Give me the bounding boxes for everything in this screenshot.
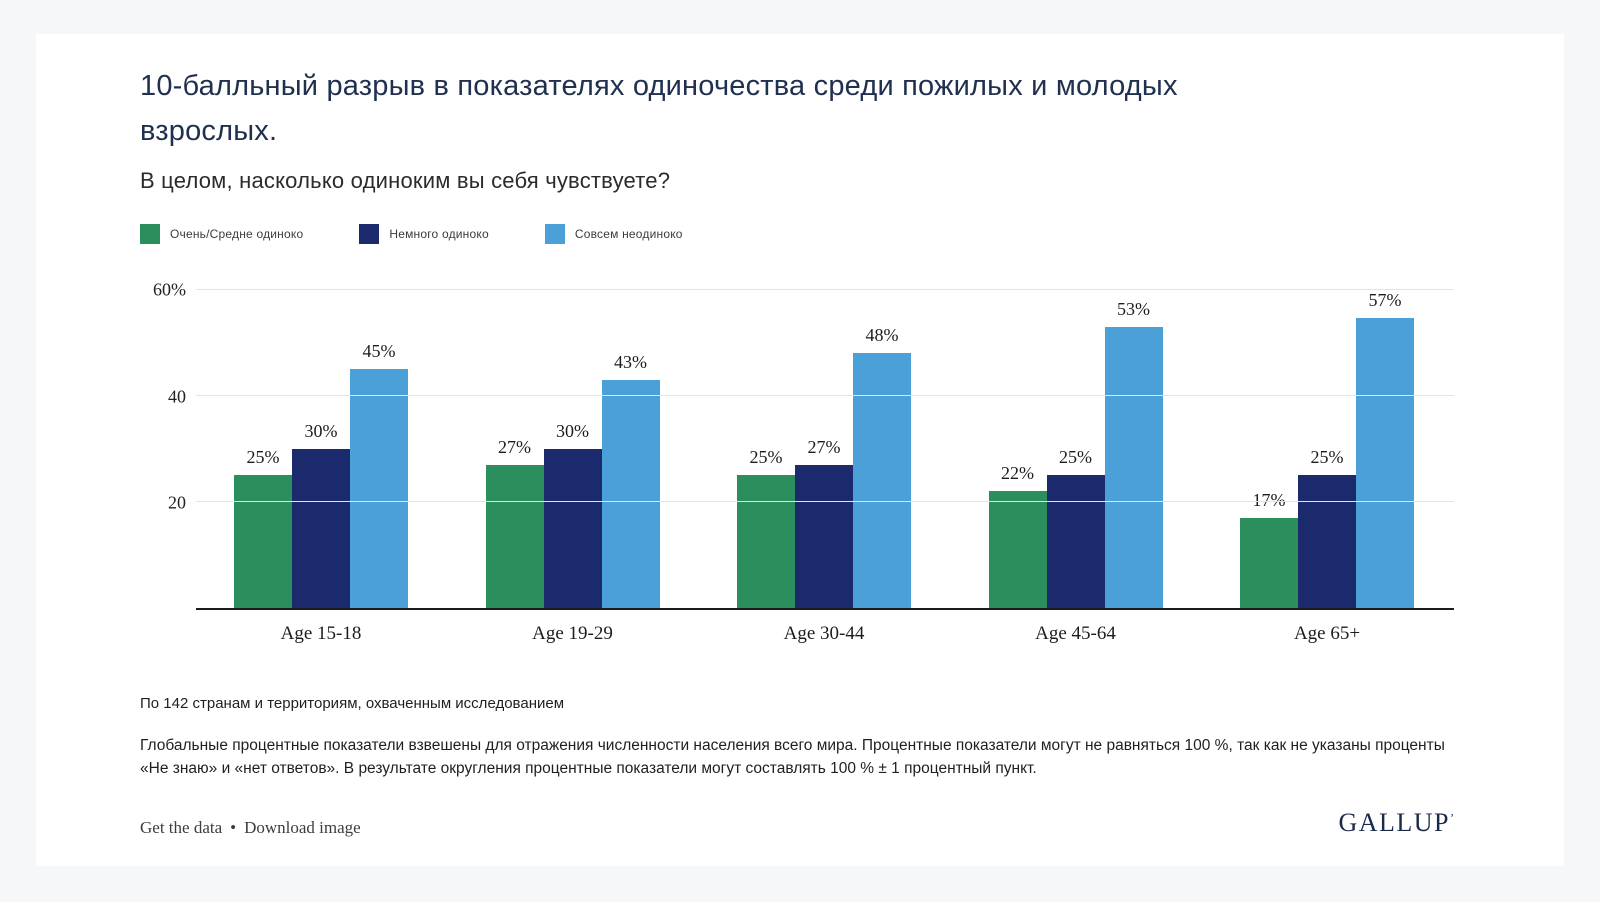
bar (485, 464, 544, 608)
gridline (196, 288, 1454, 290)
y-axis-tick-label: 40 (168, 386, 186, 407)
legend-label: Очень/Средне одиноко (170, 226, 304, 241)
chart-subtitle: В целом, насколько одиноким вы себя чувс… (140, 167, 671, 193)
x-axis-category-label: Age 30-44 (783, 622, 865, 644)
x-axis-category-label: Age 15-18 (280, 622, 362, 644)
bar-group: 27% 30% 43% (485, 290, 660, 608)
footnote-methodology: Глобальные процентные показатели взвешен… (140, 736, 1445, 778)
x-axis-category-label: Age 19-29 (532, 622, 613, 644)
gridline (196, 500, 1454, 502)
gallup-logo: GALLUP’ (1338, 808, 1454, 838)
get-the-data-link[interactable]: Get the data (140, 818, 223, 838)
gallup-wordmark: GALLUP (1338, 808, 1450, 838)
bar-value-label: 43% (614, 351, 647, 372)
bar-column: 25% (737, 290, 795, 608)
bar (601, 379, 660, 608)
bar-column: 22% (988, 290, 1047, 608)
bar-value-label: 22% (1001, 463, 1034, 484)
legend: Очень/Средне одиноко Немного одиноко Совсе… (140, 223, 1454, 244)
bar-groups: 25% 30% 45% 27% 30% 43% 25% 27% 48% 22% 25% 53% 17% 2… (196, 290, 1454, 608)
bar (853, 353, 911, 608)
bar-value-label: 30% (556, 420, 589, 441)
bar-column: 57% (1356, 290, 1414, 608)
bar-group: 22% 25% 53% (988, 290, 1163, 608)
footer-links: Get the data • Download image (140, 818, 361, 838)
x-axis-labels: Age 15-18 Age 19-29 Age 30-44 Age 45-64 Age … (196, 623, 1454, 645)
bar-column: 53% (1104, 290, 1163, 608)
legend-item: Совсем неодиноко (544, 223, 683, 244)
bar (234, 475, 292, 608)
download-image-link[interactable]: Download image (244, 818, 361, 838)
bar-column: 45% (350, 290, 408, 608)
bar-value-label: 25% (1059, 447, 1092, 468)
bar-group: 25% 27% 48% (737, 290, 911, 608)
bar-value-label: 17% (1252, 489, 1286, 510)
y-axis-tick-label: 20 (168, 492, 186, 513)
bar (350, 369, 408, 608)
bar-column: 25% (1046, 290, 1105, 608)
chart-card: 10-балльный разрыв в показателях одиноче… (36, 34, 1564, 866)
footer: Get the data • Download image GALLUP’ (140, 808, 1454, 838)
bar-value-label: 27% (498, 436, 531, 457)
bar (292, 448, 350, 608)
bar-value-label: 25% (246, 447, 280, 468)
legend-swatch (140, 223, 160, 244)
trademark-mark: ’ (1450, 810, 1454, 825)
x-axis-category-label: Age 45-64 (1035, 622, 1116, 644)
legend-item: Очень/Средне одиноко (140, 223, 304, 244)
bar (1104, 326, 1163, 608)
plot-wrap: 25% 30% 45% 27% 30% 43% 25% 27% 48% 22% 25% 53% 17% 2… (196, 288, 1454, 645)
y-axis: 60% 40 20 (140, 279, 196, 610)
legend-label: Совсем неодиноко (574, 226, 683, 241)
bar-value-label: 48% (865, 325, 899, 346)
bar-value-label: 27% (807, 436, 841, 457)
legend-swatch (359, 223, 380, 244)
bar-column: 30% (543, 290, 602, 608)
bar (1240, 517, 1298, 608)
plot-area: 25% 30% 45% 27% 30% 43% 25% 27% 48% 22% 25% 53% 17% 2… (196, 288, 1454, 610)
x-axis-category-label: Age 65+ (1293, 622, 1361, 644)
bar-value-label: 45% (362, 341, 396, 362)
bar (1298, 475, 1356, 608)
y-axis-tick-label: 60% (153, 279, 186, 300)
bar-column: 27% (485, 290, 544, 608)
bar-column: 17% (1240, 290, 1298, 608)
gridline (196, 394, 1454, 396)
legend-swatch (544, 223, 565, 244)
bar (1046, 475, 1105, 608)
bar-column: 43% (601, 290, 660, 608)
bar (1356, 317, 1414, 608)
bar-value-label: 53% (1117, 298, 1150, 319)
bar-group: 25% 30% 45% (234, 290, 408, 608)
page-title: 10-балльный разрыв в показателях одиноче… (140, 70, 1178, 147)
bar (988, 491, 1047, 608)
links-separator-dot: • (230, 818, 237, 838)
bar-value-label: 57% (1368, 289, 1402, 310)
bar-group: 17% 25% 57% (1240, 290, 1414, 608)
bar-column: 48% (853, 290, 911, 608)
bar-column: 30% (292, 290, 350, 608)
bar-value-label: 25% (1310, 447, 1344, 468)
bar-column: 25% (234, 290, 292, 608)
bar-column: 27% (795, 290, 853, 608)
bar (543, 448, 602, 608)
bar-column: 25% (1298, 290, 1356, 608)
footnote-coverage: По 142 странам и территориям, охваченным… (140, 694, 565, 712)
bar-value-label: 25% (749, 447, 783, 468)
legend-item: Немного одиноко (359, 223, 489, 244)
bar (795, 464, 853, 608)
bar-value-label: 30% (304, 420, 338, 441)
bar-chart: 60% 40 20 25% 30% 45% 27% 30% 43% 25% 27% 48% 22% 25… (140, 279, 1454, 645)
legend-label: Немного одиноко (389, 226, 489, 241)
bar (737, 475, 795, 608)
